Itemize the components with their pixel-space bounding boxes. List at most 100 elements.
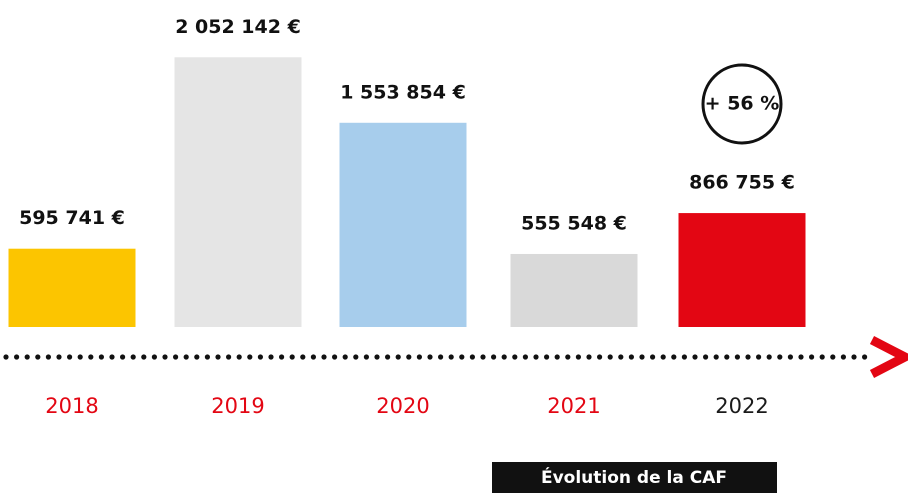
- timeline-dot: [183, 354, 189, 360]
- timeline-dot: [194, 354, 200, 360]
- timeline-dot: [56, 354, 62, 360]
- timeline-dot: [236, 354, 242, 360]
- annotation: + 56 %: [705, 93, 780, 115]
- timeline-dot: [607, 354, 613, 360]
- timeline-dot: [522, 354, 529, 360]
- timeline-dot: [575, 354, 582, 360]
- timeline-dot: [24, 354, 30, 360]
- bar: [8, 248, 136, 327]
- x-tick-label: 2022: [715, 394, 768, 418]
- timeline-dot: [734, 354, 741, 360]
- timeline-dot: [300, 354, 306, 360]
- timeline-dot: [332, 354, 338, 360]
- timeline-dot: [491, 354, 497, 360]
- bar: [339, 122, 467, 327]
- timeline-dot: [777, 354, 783, 360]
- timeline-dot: [681, 354, 688, 360]
- timeline-dot: [639, 354, 645, 360]
- timeline-dot: [671, 354, 677, 360]
- arrow-head: [869, 335, 908, 379]
- timeline-dot: [713, 354, 719, 360]
- timeline-dot: [162, 354, 168, 360]
- timeline-dot: [130, 354, 136, 360]
- timeline-dot: [77, 354, 83, 360]
- timeline-dot: [554, 354, 560, 360]
- timeline-dot: [289, 354, 295, 360]
- timeline-dot: [692, 354, 698, 360]
- timeline-dot: [406, 354, 412, 360]
- timeline-dot: [448, 354, 454, 360]
- timeline-dot: [830, 354, 836, 360]
- timeline-dot: [618, 354, 624, 360]
- timeline-dot: [67, 354, 73, 360]
- value-label: 555 548 €: [521, 212, 627, 234]
- timeline-dot: [565, 354, 571, 360]
- timeline-dot: [88, 354, 94, 360]
- timeline-dot: [809, 354, 815, 360]
- timeline-dot: [226, 354, 232, 360]
- timeline-dot: [512, 354, 518, 360]
- timeline-dot: [787, 354, 794, 360]
- timeline-dot: [35, 354, 41, 360]
- timeline-dot: [480, 354, 486, 360]
- bar: [678, 213, 806, 327]
- x-tick-label: 2021: [547, 394, 600, 418]
- annotation-circle: [701, 63, 783, 145]
- title-box: [492, 462, 777, 493]
- timeline-dot: [374, 354, 380, 360]
- timeline-dot: [660, 354, 666, 360]
- timeline-dot: [257, 354, 263, 360]
- chart-title: Évolution de la CAF: [541, 466, 727, 488]
- x-tick-label: 2020: [376, 394, 429, 418]
- timeline-dot: [310, 354, 316, 360]
- timeline-dot: [766, 354, 772, 360]
- timeline-dot: [650, 354, 656, 360]
- timeline-dot: [14, 354, 20, 360]
- timeline-dot: [215, 354, 221, 360]
- timeline-dot: [342, 354, 348, 360]
- timeline-dot: [353, 354, 359, 360]
- timeline-dot: [840, 354, 847, 360]
- timeline-dot: [3, 354, 9, 360]
- timeline-dot: [597, 354, 603, 360]
- timeline-dot: [395, 354, 401, 360]
- timeline-dot: [416, 354, 422, 360]
- value-label: 1 553 854 €: [340, 81, 466, 103]
- timeline-dot: [438, 354, 444, 360]
- timeline-dot: [586, 354, 592, 360]
- timeline-dot: [173, 354, 179, 360]
- timeline-dot: [321, 354, 327, 360]
- timeline-dot: [98, 354, 104, 360]
- timeline-dot: [151, 354, 157, 360]
- x-tick-label: 2018: [45, 394, 98, 418]
- timeline: [3, 354, 868, 360]
- timeline-dot: [247, 354, 253, 360]
- timeline-dot: [385, 354, 391, 360]
- timeline-dot: [756, 354, 762, 360]
- timeline-dot: [109, 354, 115, 360]
- timeline-dot: [544, 354, 550, 360]
- x-tick-label: 2019: [211, 394, 264, 418]
- timeline-dot: [501, 354, 507, 360]
- timeline-dot: [628, 354, 635, 360]
- timeline-dot: [268, 354, 274, 360]
- timeline-dot: [533, 354, 539, 360]
- value-label: 595 741 €: [19, 207, 125, 229]
- value-label: 2 052 142 €: [175, 16, 301, 38]
- timeline-dot: [204, 354, 210, 360]
- timeline-dot: [279, 354, 285, 360]
- timeline-dot: [45, 354, 52, 360]
- timeline-dot: [724, 354, 730, 360]
- timeline-dot: [427, 354, 433, 360]
- timeline-dot: [141, 354, 147, 360]
- timeline-dot: [819, 354, 825, 360]
- bar: [174, 57, 302, 327]
- bar: [510, 253, 638, 327]
- value-label: 866 755 €: [689, 172, 795, 194]
- timeline-dot: [745, 354, 751, 360]
- timeline-dot: [862, 354, 868, 360]
- timeline-dot: [851, 354, 857, 360]
- timeline-dot: [469, 354, 475, 360]
- timeline-dot: [120, 354, 126, 360]
